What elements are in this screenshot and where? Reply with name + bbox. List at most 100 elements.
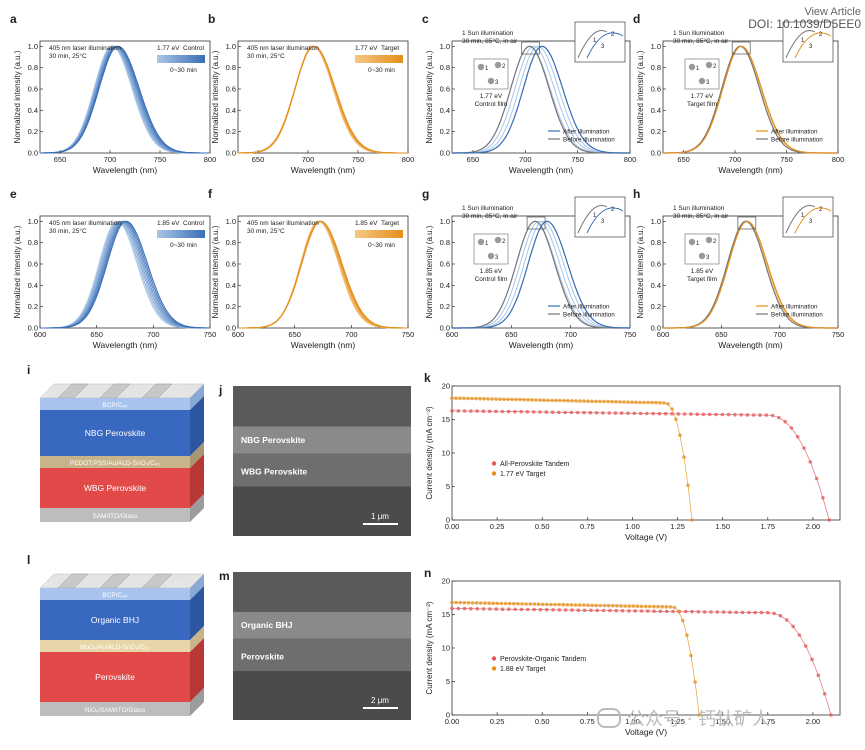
time-colorbar xyxy=(355,55,403,63)
x-tick-label: 0.50 xyxy=(535,717,550,726)
legend-marker xyxy=(491,471,497,476)
view-article-link[interactable]: View Article xyxy=(804,6,861,18)
y-tick-label: 0.4 xyxy=(226,281,236,290)
x-tick-label: 800 xyxy=(402,155,415,164)
x-tick-label: 700 xyxy=(345,330,358,339)
panel-a: a 650 700 750 800 0.0 0.2 0.4 0.6 0.8 1.0 Wavelengt… xyxy=(10,12,216,175)
device-stack-i: i Cu Cu BCP/C₆₀ NBG Perovskite PEDOT:PSS/Au/A… xyxy=(27,363,205,522)
inset-label: 3 xyxy=(809,219,813,225)
layer-front xyxy=(40,468,190,508)
y-axis-label: Normalized intensity (a.u.) xyxy=(13,50,22,143)
y-tick-label: 0.4 xyxy=(28,281,38,290)
zoom-inset xyxy=(574,196,626,238)
layer-label: Organic BHJ xyxy=(91,615,139,625)
sem-label-bottom: Perovskite xyxy=(241,651,284,661)
colorbar-label: 0~30 min xyxy=(368,242,395,249)
x-tick-label: 750 xyxy=(154,155,167,164)
annotation-line1: 405 nm laser illumination xyxy=(247,220,319,227)
series-1 xyxy=(450,606,833,717)
electrode-label-left: Cu xyxy=(44,391,53,398)
watermark: 公众号 · 钙钛矿人 xyxy=(597,705,770,731)
electrode-label-left: Ag xyxy=(44,581,53,588)
layer-front xyxy=(40,588,190,600)
spectra xyxy=(40,220,211,329)
spot-label: 1 xyxy=(485,66,489,72)
x-tick-label: 0.25 xyxy=(490,522,505,531)
film-inset: 1 2 3 xyxy=(684,58,720,90)
panel-b: b 650 700 750 800 0.0 0.2 0.4 0.6 0.8 1.0 Wavelengt… xyxy=(208,12,414,175)
legend-after-label: After illumination xyxy=(563,304,610,311)
series-2 xyxy=(450,600,701,717)
inset-before-line xyxy=(577,30,608,59)
time-colorbar xyxy=(157,55,205,63)
panel-letter: e xyxy=(10,187,17,201)
panel-letter: j xyxy=(218,383,222,397)
legend-before-label: Before illumination xyxy=(771,312,823,319)
annotation-line2: 30 min, 25°C xyxy=(49,52,87,60)
spot-1 xyxy=(477,238,485,246)
y-tick-label: 0.8 xyxy=(226,63,236,72)
y-tick-label: 0.6 xyxy=(28,85,38,94)
y-tick-label: 0.6 xyxy=(440,85,450,94)
x-tick-label: 700 xyxy=(564,330,577,339)
panel-f: f 600 650 700 750 0.0 0.2 0.4 0.6 0.8 1.0 Wavelengt… xyxy=(208,187,414,350)
y-tick-label: 0.6 xyxy=(226,260,236,269)
x-tick-label: 750 xyxy=(352,155,365,164)
sem-layer-bottom xyxy=(233,453,411,487)
inset-after-line xyxy=(586,207,624,234)
inset-label: 1 xyxy=(801,38,805,44)
spot-2 xyxy=(494,236,502,244)
plot-frame xyxy=(662,40,839,154)
y-tick-label: 15 xyxy=(442,415,450,424)
layer-front xyxy=(40,456,190,468)
legend-marker xyxy=(491,666,497,671)
plot-frame xyxy=(39,40,211,154)
y-tick-label: 0.0 xyxy=(28,149,38,158)
legend-marker xyxy=(491,461,497,466)
x-tick-label: 800 xyxy=(624,155,637,164)
annotation-line1: 405 nm laser illumination xyxy=(49,220,121,227)
x-tick-label: 700 xyxy=(147,330,160,339)
bandgap-label: 1.77 eV xyxy=(355,45,378,52)
spectra xyxy=(40,45,210,154)
spot-3 xyxy=(698,77,706,85)
annotation-line2: 30 min, 25°C xyxy=(49,227,87,235)
sem-label-bottom: WBG Perovskite xyxy=(241,467,307,477)
y-tick-label: 0.2 xyxy=(651,127,661,136)
annotation-line1: 1 Sun illumination xyxy=(462,30,514,37)
y-tick-label: 10 xyxy=(442,449,450,458)
layer-label: NBG Perovskite xyxy=(85,428,146,438)
inset-after-line xyxy=(586,32,624,59)
scale-label: 1 μm xyxy=(371,512,389,521)
spot-label: 3 xyxy=(495,255,499,261)
y-tick-label: 5 xyxy=(446,677,450,686)
x-tick-label: 600 xyxy=(34,330,47,339)
annotation-line2: 30 min, 85°C, in air xyxy=(462,37,518,45)
annotation-line1: 1 Sun illumination xyxy=(673,205,725,212)
colorbar-label: 0~30 min xyxy=(368,67,395,74)
inset-label: 3 xyxy=(809,44,813,50)
x-tick-label: 1.50 xyxy=(715,717,730,726)
x-tick-label: 650 xyxy=(252,155,265,164)
x-tick-label: 2.00 xyxy=(806,522,821,531)
y-tick-label: 0.2 xyxy=(651,302,661,311)
bandgap-label: 1.77 eV xyxy=(480,93,503,100)
y-tick-label: 0 xyxy=(446,516,450,525)
bandgap-label: 1.77 eV xyxy=(157,45,180,52)
y-tick-label: 5 xyxy=(446,482,450,491)
layer-side xyxy=(190,396,204,456)
y-axis-label: Normalized intensity (a.u.) xyxy=(636,225,645,318)
y-tick-label: 20 xyxy=(442,577,450,586)
x-tick-label: 650 xyxy=(505,330,518,339)
sem-substrate xyxy=(233,671,411,720)
zoom-box xyxy=(526,216,546,230)
annotation-line2: 30 min, 25°C xyxy=(247,52,285,60)
panel-letter: a xyxy=(10,12,17,26)
x-tick-label: 700 xyxy=(729,155,742,164)
x-axis-label: Wavelength (nm) xyxy=(291,165,356,175)
film-label: Target film xyxy=(687,101,717,108)
plot-frame xyxy=(451,385,841,521)
bandgap-label: 1.85 eV xyxy=(355,220,378,227)
spot-3 xyxy=(487,77,495,85)
spectra xyxy=(663,220,838,329)
